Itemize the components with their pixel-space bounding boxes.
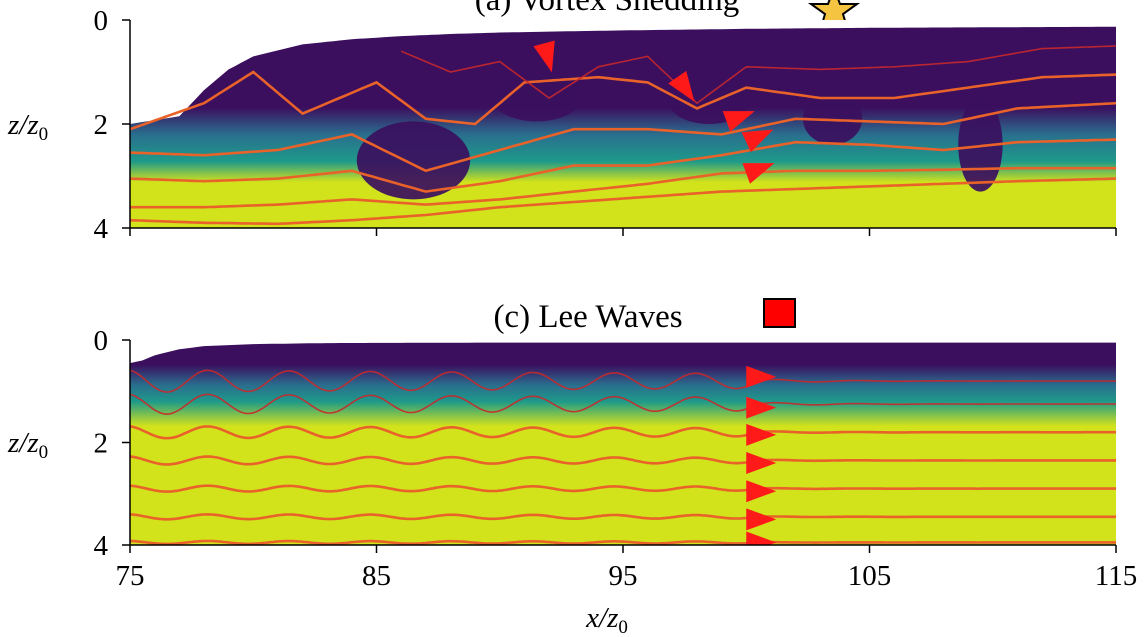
- panel-c-xtick-label: 95: [609, 560, 638, 592]
- panel-c-flow-arrow: [746, 365, 777, 388]
- panel-c-xtick-label: 85: [362, 560, 391, 592]
- panel-c-ytick-label: 2: [94, 428, 109, 460]
- panel-a-streamline: [130, 101, 1116, 173]
- panel-a-ytick-label: 4: [94, 213, 109, 245]
- panel-c-y-ticks: 0 2 4: [94, 325, 130, 562]
- panel-c-flow-arrow: [746, 423, 777, 446]
- panel-a-vortex-patch: [492, 74, 582, 122]
- panel-c-streamline: [130, 425, 1116, 440]
- panel-c-streamline: [130, 393, 1116, 415]
- panel-c-x-ticks: 75 85 95 105 115: [116, 545, 1137, 592]
- panel-c-xtick-label: 105: [848, 560, 892, 592]
- panel-c-streamline: [130, 539, 1116, 545]
- panel-a-streamline: [400, 45, 1116, 105]
- panel-c-streamline: [130, 455, 1116, 466]
- panel-a-ytick-label: 2: [94, 109, 109, 141]
- panel-a-x-ticks: [129, 228, 1117, 236]
- panel-c-ylabel: z/z0: [7, 427, 48, 463]
- panel-c-ytick-label: 4: [94, 530, 109, 562]
- panel-lee-waves: (c) Lee Waves 75 85 95 105 115 0 2 4 z/z0 x/z0: [7, 298, 1137, 637]
- panel-c-xtick-label: 75: [116, 560, 145, 592]
- panel-c-ytick-label: 0: [94, 325, 109, 357]
- panel-a-flow-arrow: [533, 40, 555, 73]
- panel-a-ylabel: z/z0: [7, 109, 48, 145]
- panel-a-arrows: [533, 40, 775, 184]
- panel-c-flow-arrow: [746, 508, 777, 531]
- panel-a-title: (a) Vortex Shedding: [475, 0, 740, 18]
- panel-c-flow-arrow: [746, 531, 777, 545]
- panel-a-streamline: [130, 177, 1116, 226]
- panel-c-xtick-label: 115: [1095, 560, 1137, 592]
- panel-c-square-marker: [763, 298, 796, 328]
- panel-a-flow-arrow: [722, 111, 755, 132]
- panel-a-flow-arrow: [668, 70, 695, 102]
- panel-a-ytick-label: 0: [94, 5, 109, 37]
- panel-a-flow-arrow: [742, 163, 775, 184]
- x-axis-label: x/z0: [585, 602, 628, 637]
- panel-c-flow-arrow: [746, 480, 777, 503]
- panel-c-surface-mask: [130, 340, 1116, 364]
- panel-a-streamline: [130, 166, 1116, 209]
- panel-c-arrows: [746, 365, 777, 545]
- panel-c-streamline: [130, 484, 1116, 493]
- panel-c-streamlines: [130, 369, 1116, 545]
- panel-a-flow-arrow: [741, 129, 774, 153]
- panel-c-flow-arrow: [746, 396, 777, 419]
- panel-c-title: (c) Lee Waves: [493, 299, 682, 335]
- panel-a-streamlines: [130, 45, 1116, 226]
- panel-vortex-shedding: (a) Vortex Shedding 0 2 4 z/z0: [7, 0, 1117, 245]
- panel-a-surface-mask: [130, 20, 1116, 124]
- panel-c-streamline: [130, 513, 1116, 521]
- panel-a-streamline: [130, 138, 1116, 193]
- panel-a-y-ticks: 0 2 4: [94, 5, 130, 245]
- panel-a-field: [130, 20, 1116, 228]
- panel-a-streamline: [130, 70, 1116, 131]
- panel-c-flow-arrow: [746, 452, 777, 474]
- panel-c-streamline: [130, 369, 1116, 393]
